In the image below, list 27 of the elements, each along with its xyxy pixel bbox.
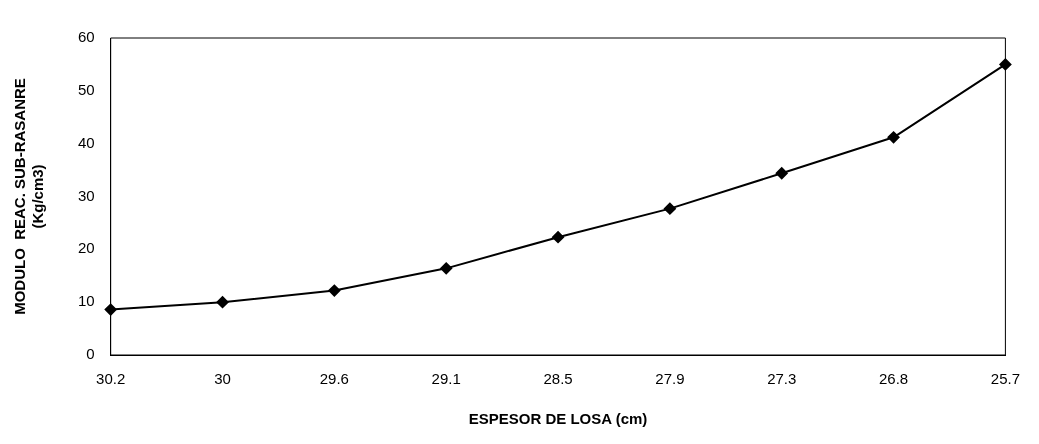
x-tick-label: 25.7 — [990, 370, 1020, 388]
y-axis-title: MODULO REAC. SUB-RASANRE (Kg/cm3) — [11, 78, 47, 315]
x-tick-label: 28.5 — [543, 370, 573, 388]
x-tick-label: 27.3 — [767, 370, 797, 388]
point — [775, 167, 788, 180]
point — [552, 231, 565, 244]
point — [104, 303, 117, 316]
point — [216, 296, 229, 309]
point — [328, 284, 341, 297]
x-tick-label: 30 — [214, 370, 231, 388]
y-tick-label: 20 — [78, 239, 95, 257]
y-tick-label: 60 — [78, 28, 95, 46]
y-tick-label: 50 — [78, 80, 95, 98]
y-tick-label: 0 — [86, 345, 95, 363]
x-tick-label: 27.9 — [655, 370, 685, 388]
x-tick-label: 30.2 — [96, 370, 126, 388]
x-tick-label: 26.8 — [878, 370, 909, 388]
y-tick-label: 10 — [78, 292, 95, 310]
x-tick-label: 29.1 — [431, 370, 461, 388]
point — [440, 262, 453, 275]
point — [887, 131, 900, 144]
point — [663, 202, 676, 215]
point — [999, 58, 1012, 71]
x-axis-title: ESPESOR DE LOSA (cm) — [468, 410, 648, 428]
y-tick-label: 30 — [78, 186, 95, 204]
x-tick-label: 29.6 — [319, 370, 349, 388]
y-tick-label: 40 — [78, 133, 95, 151]
